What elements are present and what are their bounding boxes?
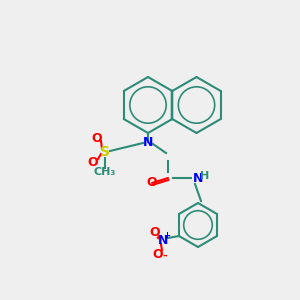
Text: CH₃: CH₃ xyxy=(94,167,116,177)
Text: O: O xyxy=(147,176,157,190)
Text: -: - xyxy=(163,251,167,261)
Text: S: S xyxy=(100,145,110,159)
Text: N: N xyxy=(158,233,168,247)
Text: O: O xyxy=(153,248,163,260)
Text: O: O xyxy=(88,155,98,169)
Text: H: H xyxy=(200,171,210,181)
Text: N: N xyxy=(193,172,203,184)
Text: O: O xyxy=(92,131,102,145)
Text: +: + xyxy=(164,232,170,241)
Text: N: N xyxy=(143,136,153,148)
Text: O: O xyxy=(150,226,160,238)
